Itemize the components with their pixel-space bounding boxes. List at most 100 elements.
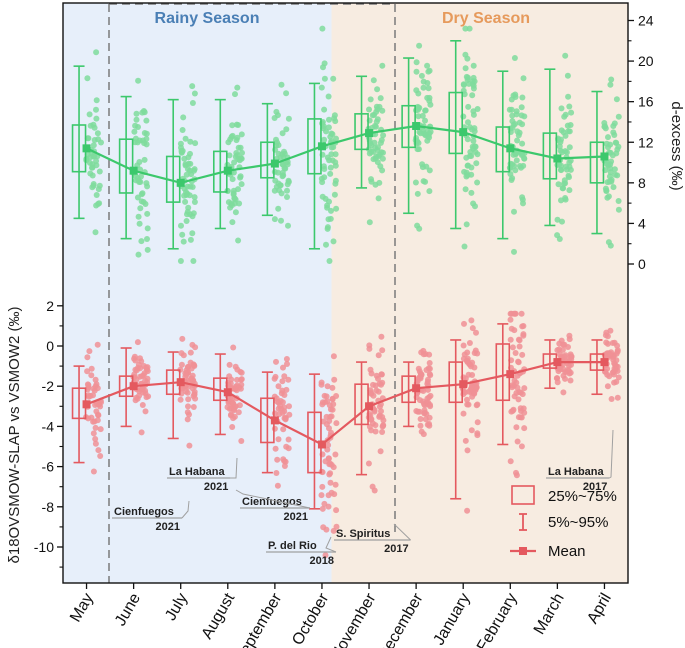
dexcess-point <box>509 175 516 182</box>
x-tick-label: April <box>584 591 615 627</box>
dexcess-point <box>143 117 150 124</box>
annotation-leader <box>325 536 337 553</box>
d18o-point <box>133 376 140 383</box>
d18o-point <box>273 470 280 476</box>
d18o-mean-marker <box>365 402 374 411</box>
rainy-season-background <box>63 3 332 583</box>
d18o-point <box>379 347 386 354</box>
dexcess-point <box>519 194 526 201</box>
dexcess-point <box>414 190 421 197</box>
dexcess-mean-marker <box>82 144 91 153</box>
dexcess-point <box>234 134 241 141</box>
d18o-point <box>134 339 141 346</box>
d18o-point <box>274 456 281 463</box>
legend: 25%~75% 5%~95% Mean <box>510 485 617 560</box>
d18o-point <box>460 410 467 417</box>
dexcess-point <box>178 222 184 229</box>
dexcess-point <box>378 137 385 143</box>
legend-box-label: 25%~75% <box>548 488 617 505</box>
dexcess-point <box>470 138 477 144</box>
dexcess-mean-marker <box>459 128 468 137</box>
d18o-point <box>318 492 325 499</box>
dexcess-point <box>426 134 433 141</box>
d18o-point <box>461 320 467 327</box>
dexcess-point <box>183 218 190 224</box>
dexcess-point <box>231 200 238 207</box>
dexcess-point <box>237 174 244 181</box>
d18o-point <box>92 440 99 447</box>
bottom-y-tick-label: 0 <box>46 338 54 354</box>
d18o-point <box>518 310 525 317</box>
d18o-mean-marker <box>600 358 609 367</box>
d18o-point <box>185 403 191 410</box>
dexcess-point <box>133 177 140 184</box>
d18o-point <box>473 329 479 336</box>
dexcess-point <box>284 187 290 194</box>
dexcess-point <box>95 186 102 193</box>
dexcess-point <box>274 139 281 146</box>
dexcess-point <box>184 211 190 218</box>
d18o-point <box>325 442 332 449</box>
dexcess-point <box>508 106 515 113</box>
dexcess-point <box>611 132 618 138</box>
dexcess-point <box>380 149 386 156</box>
d18o-point <box>136 392 143 399</box>
d18o-point <box>515 358 522 365</box>
dexcess-point <box>558 197 564 204</box>
dexcess-point <box>610 184 617 191</box>
d18o-point <box>229 424 236 430</box>
dexcess-point <box>89 164 96 171</box>
dexcess-point <box>554 232 561 239</box>
dexcess-mean-marker <box>176 178 185 187</box>
d18o-point <box>131 353 138 360</box>
dexcess-point <box>275 150 282 157</box>
dexcess-point <box>323 241 329 248</box>
station-annotation: P. del Rio 2018 <box>266 536 337 567</box>
d18o-point <box>515 336 522 343</box>
dexcess-point <box>466 25 473 32</box>
d18o-point <box>281 373 288 380</box>
d18o-point <box>367 366 374 373</box>
top-y-tick-label: 24 <box>638 13 654 29</box>
dexcess-point <box>461 243 468 250</box>
dexcess-point <box>420 84 427 91</box>
x-tick-label: February <box>474 591 521 648</box>
dexcess-point <box>417 130 424 137</box>
dexcess-point <box>327 170 334 177</box>
dexcess-point <box>414 146 421 153</box>
dexcess-point <box>321 136 328 143</box>
dexcess-point <box>137 205 144 212</box>
d18o-point <box>143 394 150 401</box>
d18o-point <box>90 468 97 475</box>
dexcess-point <box>615 143 622 150</box>
dexcess-point <box>324 225 331 232</box>
dexcess-point <box>187 236 194 243</box>
dexcess-point <box>180 114 187 121</box>
d18o-point <box>464 507 471 514</box>
dexcess-point <box>605 134 611 141</box>
top-y-tick-label: 8 <box>638 175 646 191</box>
d18o-point <box>190 404 197 410</box>
dexcess-point <box>511 208 517 215</box>
d18o-point <box>280 426 287 433</box>
dexcess-point <box>90 181 97 187</box>
d18o-point <box>322 552 329 559</box>
dexcess-point <box>554 216 561 223</box>
dexcess-point <box>559 218 565 225</box>
d18o-mean-line <box>86 361 605 446</box>
dexcess-point <box>366 219 373 226</box>
d18o-point <box>365 460 372 467</box>
dexcess-point <box>426 188 433 195</box>
dexcess-point <box>191 166 198 173</box>
bottom-y-tick-label: -2 <box>42 378 55 394</box>
dexcess-point <box>415 113 422 120</box>
d18o-mean-marker <box>223 388 232 397</box>
d18o-point <box>226 373 233 380</box>
d18o-point <box>468 317 475 324</box>
dexcess-point <box>321 166 328 172</box>
dexcess-point <box>373 118 380 125</box>
dexcess-point <box>424 80 431 86</box>
dexcess-point <box>144 246 151 253</box>
dexcess-point <box>327 164 334 171</box>
